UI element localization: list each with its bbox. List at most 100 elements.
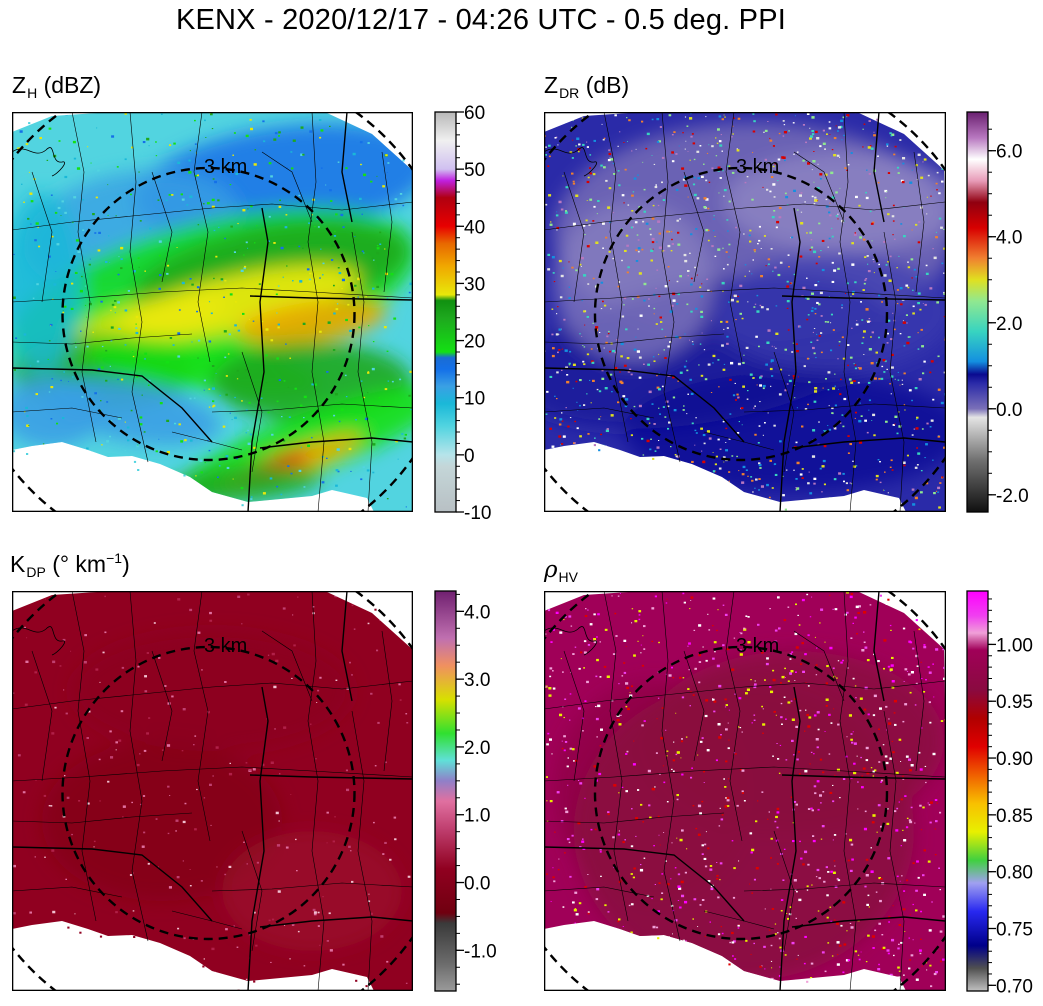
echo-speckle-pixel bbox=[694, 266, 696, 269]
echo-speckle-pixel bbox=[917, 153, 921, 156]
echo-speckle-pixel bbox=[635, 148, 637, 150]
echo-speckle-pixel bbox=[760, 485, 764, 488]
echo-speckle-pixel bbox=[887, 213, 890, 216]
echo-speckle-pixel bbox=[619, 371, 621, 373]
echo-speckle-pixel bbox=[754, 487, 756, 489]
state-boundary bbox=[259, 437, 413, 449]
echo-speckle-pixel bbox=[276, 400, 279, 403]
echo-speckle-pixel bbox=[635, 817, 638, 820]
echo-speckle-pixel bbox=[372, 287, 375, 290]
echo-speckle-pixel bbox=[308, 222, 310, 224]
echo-speckle-pixel bbox=[234, 396, 236, 399]
echo-edge-pixel bbox=[402, 159, 405, 162]
echo-speckle-pixel bbox=[207, 439, 209, 442]
echo-speckle-pixel bbox=[851, 242, 854, 245]
echo-speckle-pixel bbox=[699, 812, 702, 815]
echo-speckle-pixel bbox=[354, 284, 357, 287]
echo-speckle-pixel bbox=[360, 163, 362, 166]
echo-speckle-pixel bbox=[233, 251, 236, 253]
echo-speckle-pixel bbox=[237, 329, 241, 332]
echo-speckle-pixel bbox=[359, 141, 363, 144]
echo-speckle-pixel bbox=[781, 723, 783, 725]
echo-speckle-pixel bbox=[120, 267, 123, 270]
echo-speckle-pixel bbox=[913, 428, 916, 430]
echo-speckle-pixel bbox=[784, 159, 786, 162]
echo-speckle-pixel bbox=[710, 320, 712, 322]
echo-speckle-pixel bbox=[796, 350, 799, 353]
echo-speckle-pixel bbox=[663, 349, 665, 351]
echo-speckle-pixel bbox=[667, 266, 670, 268]
echo-speckle-pixel bbox=[857, 954, 860, 956]
echo-speckle-pixel bbox=[740, 632, 743, 635]
echo-speckle-pixel bbox=[329, 189, 332, 192]
echo-speckle-pixel bbox=[900, 303, 903, 306]
echo-speckle-pixel bbox=[673, 741, 675, 743]
echo-speckle-pixel bbox=[680, 740, 684, 743]
echo-speckle-pixel bbox=[626, 750, 629, 753]
echo-speckle-pixel bbox=[708, 629, 711, 631]
echo-speckle-pixel bbox=[838, 345, 840, 346]
echo-speckle-pixel bbox=[791, 941, 795, 945]
echo-speckle-pixel bbox=[147, 384, 150, 386]
echo-speckle-pixel bbox=[250, 498, 253, 500]
echo-speckle-pixel bbox=[386, 960, 389, 963]
echo-speckle-pixel bbox=[54, 211, 58, 214]
echo-speckle-pixel bbox=[658, 140, 661, 143]
echo-speckle-pixel bbox=[338, 420, 341, 423]
echo-speckle-pixel bbox=[867, 934, 870, 937]
echo-speckle-pixel bbox=[679, 336, 682, 339]
echo-speckle-pixel bbox=[665, 673, 667, 675]
echo-speckle-pixel bbox=[303, 965, 306, 967]
echo-speckle-pixel bbox=[580, 266, 582, 267]
echo-speckle-pixel bbox=[867, 263, 869, 265]
echo-speckle-pixel bbox=[631, 194, 634, 197]
echo-speckle-pixel bbox=[648, 422, 651, 424]
echo-speckle-pixel bbox=[387, 380, 390, 382]
echo-speckle-pixel bbox=[658, 641, 660, 644]
echo-speckle-pixel bbox=[849, 443, 852, 446]
echo-speckle-pixel bbox=[545, 685, 547, 688]
echo-speckle-pixel bbox=[782, 120, 785, 122]
echo-speckle-pixel bbox=[773, 424, 776, 427]
echo-speckle-pixel bbox=[550, 221, 552, 223]
echo-speckle-pixel bbox=[653, 163, 656, 165]
echo-speckle-pixel bbox=[586, 353, 590, 356]
echo-speckle-pixel bbox=[583, 225, 586, 227]
echo-speckle-pixel bbox=[572, 653, 575, 655]
echo-speckle-pixel bbox=[690, 135, 693, 138]
echo-speckle-pixel bbox=[314, 226, 316, 228]
echo-speckle-pixel bbox=[694, 667, 697, 670]
echo-speckle-pixel bbox=[752, 491, 754, 493]
echo-speckle-pixel bbox=[892, 312, 894, 314]
echo-speckle-pixel bbox=[818, 222, 821, 225]
echo-speckle-pixel bbox=[336, 303, 339, 305]
echo-speckle-pixel bbox=[906, 341, 910, 345]
echo-speckle-pixel bbox=[290, 167, 294, 170]
echo-speckle-pixel bbox=[338, 272, 342, 275]
echo-speckle-pixel bbox=[600, 416, 602, 418]
coastline bbox=[544, 147, 598, 177]
echo-speckle-pixel bbox=[865, 858, 869, 861]
echo-speckle-pixel bbox=[124, 344, 127, 346]
echo-speckle-pixel bbox=[915, 654, 919, 658]
echo-speckle-pixel bbox=[664, 357, 667, 359]
echo-speckle-pixel bbox=[788, 266, 790, 268]
echo-speckle-pixel bbox=[915, 889, 918, 892]
echo-speckle-pixel bbox=[127, 290, 130, 292]
echo-speckle-pixel bbox=[723, 363, 726, 365]
echo-speckle-pixel bbox=[872, 814, 876, 817]
echo-speckle-pixel bbox=[349, 329, 352, 332]
echo-speckle-pixel bbox=[221, 280, 223, 282]
echo-speckle-pixel bbox=[692, 694, 695, 696]
echo-speckle-pixel bbox=[839, 422, 842, 424]
echo-speckle-pixel bbox=[599, 332, 601, 333]
echo-speckle-pixel bbox=[839, 393, 842, 396]
echo-speckle-pixel bbox=[701, 283, 703, 285]
echo-speckle-pixel bbox=[277, 285, 280, 287]
echo-speckle-pixel bbox=[104, 123, 107, 126]
echo-speckle-pixel bbox=[863, 123, 866, 125]
echo-speckle-pixel bbox=[930, 360, 934, 363]
echo-speckle-pixel bbox=[745, 692, 748, 695]
echo-speckle-pixel bbox=[280, 493, 283, 496]
echo-speckle-pixel bbox=[782, 475, 784, 477]
